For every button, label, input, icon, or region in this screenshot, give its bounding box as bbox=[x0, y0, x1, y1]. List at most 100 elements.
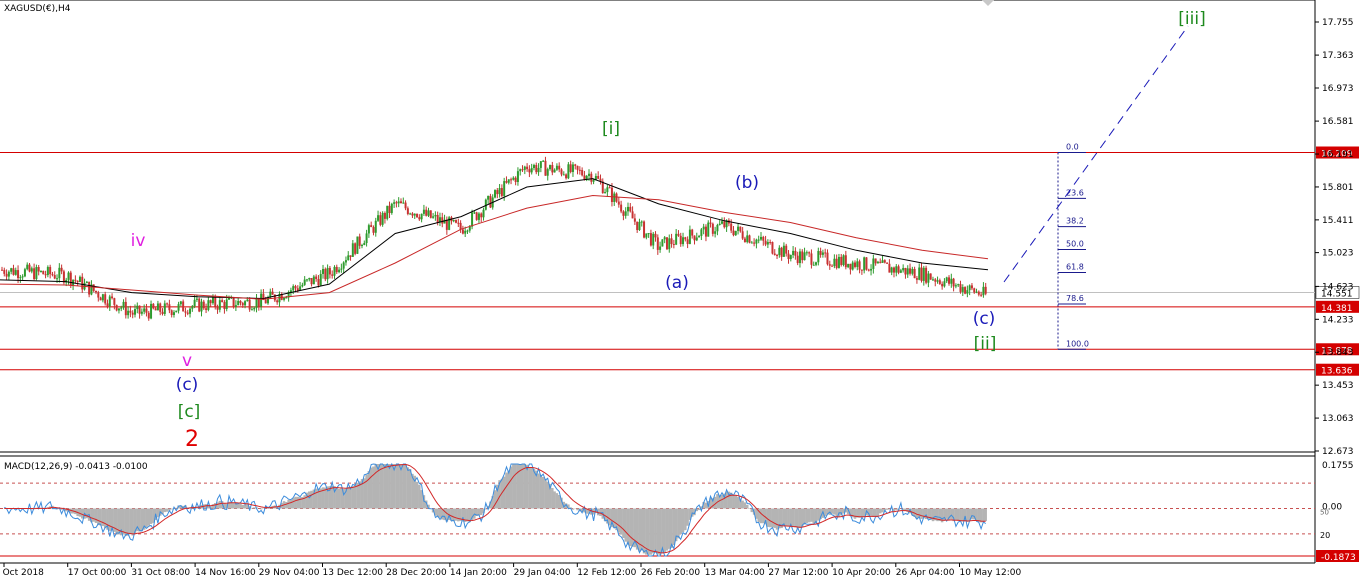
candle-body bbox=[938, 280, 941, 284]
candle-body bbox=[480, 213, 483, 218]
candle-body bbox=[241, 303, 244, 306]
candle-body bbox=[262, 293, 265, 300]
candle-body bbox=[551, 165, 554, 173]
candle-body bbox=[193, 299, 196, 307]
candle-body bbox=[74, 279, 77, 281]
candle-body bbox=[7, 271, 10, 277]
candle-body bbox=[826, 252, 829, 265]
candle-body bbox=[759, 236, 762, 240]
candle-body bbox=[115, 304, 118, 311]
candle-body bbox=[714, 231, 717, 234]
candle-body bbox=[23, 269, 26, 277]
candle-body bbox=[565, 174, 568, 179]
candle-body bbox=[778, 247, 781, 256]
time-tick-label: 2 Oct 2018 bbox=[0, 568, 44, 578]
candle-body bbox=[661, 239, 664, 247]
candle-body bbox=[510, 179, 513, 181]
candle-body bbox=[319, 273, 322, 286]
candle-body bbox=[494, 190, 496, 198]
candle-body bbox=[200, 301, 203, 312]
candle-body bbox=[120, 307, 123, 309]
candle-body bbox=[532, 165, 535, 169]
candle-body bbox=[796, 255, 799, 264]
candle-body bbox=[631, 211, 634, 219]
candle-body bbox=[964, 287, 967, 294]
candle-body bbox=[755, 239, 758, 244]
candle-body bbox=[913, 268, 916, 279]
candle-body bbox=[432, 216, 435, 218]
candle-body bbox=[191, 306, 194, 309]
candle-body bbox=[53, 275, 56, 279]
candle-body bbox=[769, 242, 772, 244]
candle-body bbox=[863, 257, 866, 271]
level-price-label: 14.381 bbox=[1321, 304, 1353, 314]
candle-body bbox=[544, 160, 547, 176]
price-tick-label: 17.363 bbox=[1322, 51, 1354, 61]
candle-body bbox=[452, 220, 455, 222]
candle-body bbox=[698, 235, 701, 238]
candle-body bbox=[668, 238, 671, 250]
candle-body bbox=[159, 303, 162, 312]
time-tick-label: 29 Jan 04:00 bbox=[514, 568, 571, 578]
candle-body bbox=[81, 276, 84, 290]
candle-body bbox=[496, 190, 499, 195]
candle-body bbox=[576, 165, 579, 170]
candle-body bbox=[441, 217, 444, 224]
candle-body bbox=[299, 286, 302, 291]
candle-body bbox=[780, 247, 783, 257]
candle-body bbox=[500, 188, 503, 196]
candle-body bbox=[322, 268, 325, 274]
candle-body bbox=[406, 208, 409, 215]
candle-body bbox=[170, 310, 173, 316]
candle-body bbox=[459, 222, 462, 230]
candle-body bbox=[847, 263, 850, 268]
candle-body bbox=[782, 245, 785, 257]
candle-body bbox=[223, 302, 226, 310]
candle-body bbox=[817, 250, 820, 263]
candle-body bbox=[101, 294, 104, 301]
price-tick-label: 16.973 bbox=[1322, 84, 1354, 94]
candle-body bbox=[383, 212, 386, 219]
candle-body bbox=[645, 233, 648, 238]
candle-body bbox=[539, 161, 542, 168]
candle-body bbox=[718, 223, 721, 225]
candle-body bbox=[26, 264, 29, 270]
candle-body bbox=[232, 297, 235, 307]
candle-body bbox=[124, 301, 127, 316]
candle-body bbox=[975, 291, 978, 293]
ma-slow-line bbox=[0, 194, 989, 300]
candle-body bbox=[166, 303, 169, 305]
candle-body bbox=[578, 169, 581, 171]
candle-body bbox=[498, 188, 501, 195]
candle-body bbox=[51, 274, 54, 276]
candle-body bbox=[528, 169, 531, 173]
fib-level-label: 50.0 bbox=[1066, 240, 1084, 249]
candle-body bbox=[457, 222, 460, 224]
macd-level-label: 50 bbox=[1320, 509, 1329, 517]
candle-body bbox=[546, 169, 549, 176]
candle-body bbox=[895, 266, 898, 273]
wave-label-b: (b) bbox=[735, 173, 759, 193]
candle-body bbox=[682, 237, 685, 245]
wave-iii-projection-line[interactable] bbox=[1003, 25, 1189, 283]
candle-body bbox=[950, 278, 953, 284]
candle-body bbox=[161, 311, 164, 314]
candle-body bbox=[716, 224, 719, 232]
candle-body bbox=[62, 271, 65, 283]
candle-body bbox=[448, 217, 451, 230]
candle-body bbox=[60, 267, 63, 272]
candle-body bbox=[688, 229, 691, 244]
candle-body bbox=[737, 226, 740, 231]
candle-body bbox=[477, 213, 480, 220]
chart-shift-marker[interactable] bbox=[982, 0, 994, 6]
candle-body bbox=[186, 312, 189, 314]
candle-body bbox=[308, 277, 311, 280]
candle-body bbox=[803, 252, 806, 261]
candle-body bbox=[69, 272, 72, 286]
candle-body bbox=[629, 206, 632, 212]
candle-body bbox=[289, 290, 292, 292]
candle-body bbox=[640, 221, 643, 223]
candle-body bbox=[954, 285, 957, 287]
candle-body bbox=[211, 297, 214, 304]
